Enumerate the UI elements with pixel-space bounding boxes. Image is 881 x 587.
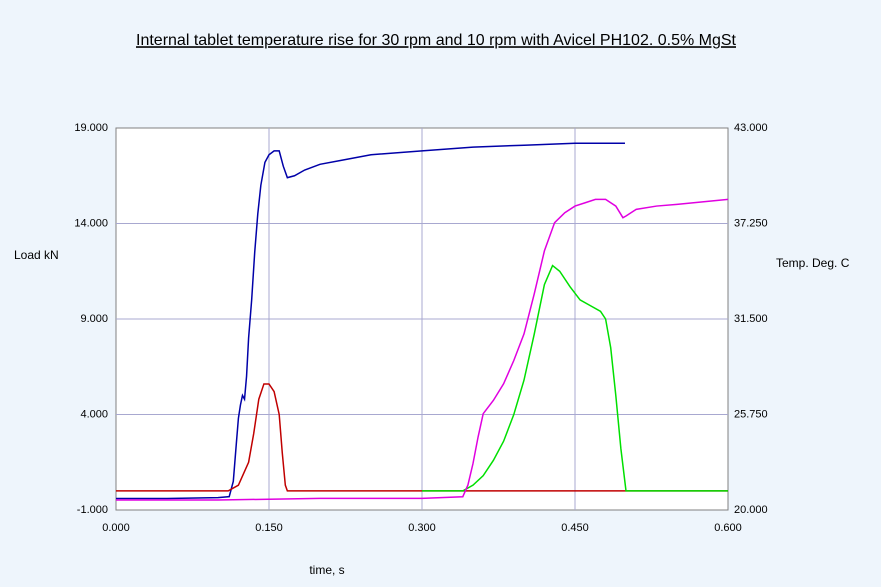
data-line — [422, 264, 728, 492]
x-tick-label: 0.300 — [408, 522, 436, 534]
y2-tick-label: 31.500 — [734, 313, 768, 325]
y-tick-label: 9.000 — [80, 313, 108, 325]
x-tick-label: 0.600 — [714, 522, 742, 534]
data-line — [116, 198, 729, 501]
x-axis-label: time, s — [309, 563, 344, 577]
x-tick-label: 0.000 — [102, 522, 130, 534]
y2-axis-label: Temp. Deg. C — [776, 256, 850, 270]
y-tick-label: 4.000 — [80, 408, 108, 420]
y2-tick-label: 43.000 — [734, 122, 768, 134]
y2-tick-label: 25.750 — [734, 408, 768, 420]
y-axis-label: Load kN — [14, 248, 59, 262]
data-line — [116, 142, 625, 500]
y2-tick-label: 20.000 — [734, 504, 768, 516]
x-tick-label: 0.450 — [561, 522, 589, 534]
y2-tick-label: 37.250 — [734, 217, 768, 229]
chart-title: Internal tablet temperature rise for 30 … — [136, 32, 737, 49]
x-tick-label: 0.150 — [255, 522, 283, 534]
y-tick-label: 19.000 — [74, 122, 108, 134]
y-tick-label: 14.000 — [74, 217, 108, 229]
data-line — [116, 383, 728, 492]
y-tick-label: -1.000 — [77, 504, 108, 516]
